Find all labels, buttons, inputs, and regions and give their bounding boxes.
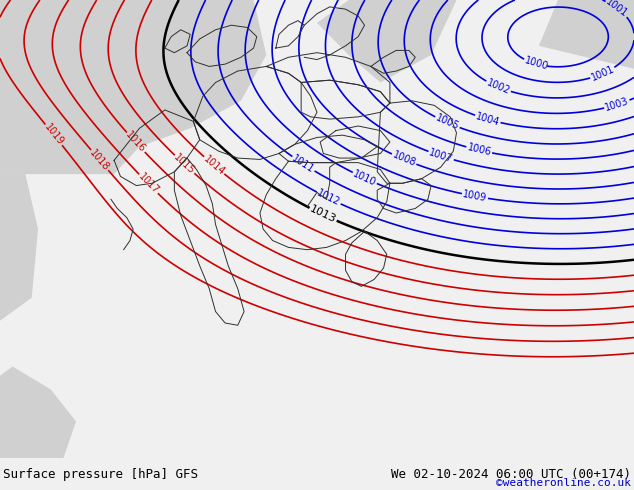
Text: 1011: 1011 <box>290 153 316 175</box>
Text: 1019: 1019 <box>42 122 65 147</box>
Text: 1002: 1002 <box>485 77 512 97</box>
Text: 1006: 1006 <box>466 143 492 158</box>
Text: 1014: 1014 <box>202 154 226 177</box>
Text: 1001: 1001 <box>604 0 630 20</box>
Polygon shape <box>317 0 456 82</box>
Text: 1009: 1009 <box>462 189 488 203</box>
Text: 1003: 1003 <box>604 96 630 113</box>
Text: 1015: 1015 <box>172 152 197 176</box>
Text: 1010: 1010 <box>351 169 378 188</box>
Text: 1007: 1007 <box>428 147 455 165</box>
Text: We 02-10-2024 06:00 UTC (00+174): We 02-10-2024 06:00 UTC (00+174) <box>391 467 631 481</box>
Text: Surface pressure [hPa] GFS: Surface pressure [hPa] GFS <box>3 467 198 481</box>
Text: 1008: 1008 <box>391 150 417 169</box>
Polygon shape <box>0 174 38 321</box>
Text: 1018: 1018 <box>88 147 112 172</box>
Text: ©weatheronline.co.uk: ©weatheronline.co.uk <box>496 478 631 489</box>
Text: 1000: 1000 <box>523 56 550 72</box>
Text: 1001: 1001 <box>590 64 616 83</box>
Polygon shape <box>0 0 266 174</box>
Text: 1004: 1004 <box>474 111 501 127</box>
Text: 1005: 1005 <box>434 113 460 132</box>
Text: 1016: 1016 <box>124 130 148 155</box>
Text: 1013: 1013 <box>308 204 338 225</box>
Polygon shape <box>0 367 76 458</box>
Text: 1012: 1012 <box>315 188 342 208</box>
Polygon shape <box>539 0 634 69</box>
Text: 1017: 1017 <box>136 172 160 196</box>
